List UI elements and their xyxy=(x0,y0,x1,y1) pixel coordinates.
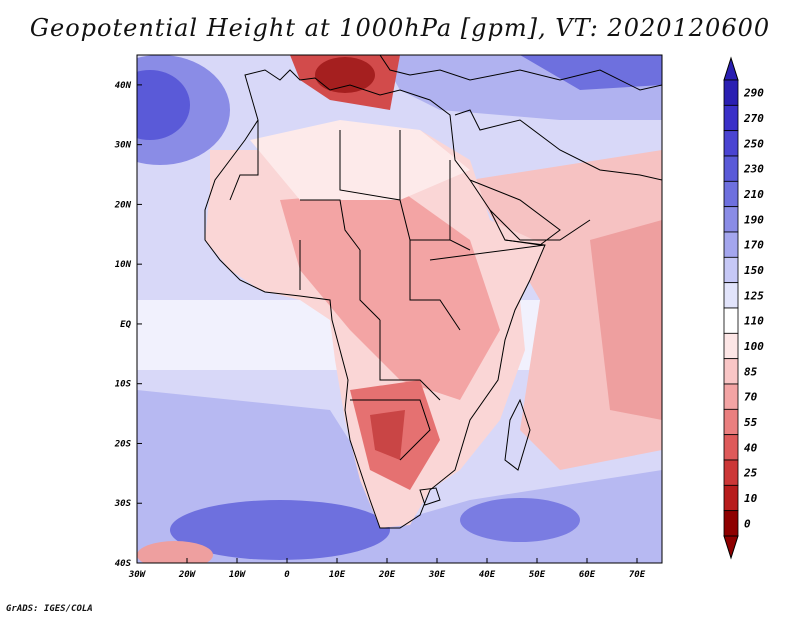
colorbar-label: 290 xyxy=(743,87,764,100)
colorbar-swatch xyxy=(723,282,739,309)
colorbar-swatch xyxy=(723,358,739,385)
south-indian-high-core xyxy=(460,498,580,542)
colorbar-label: 170 xyxy=(744,239,764,252)
lat-label: 40S xyxy=(115,559,132,569)
colorbar-swatch xyxy=(723,256,739,284)
lat-label: EQ xyxy=(120,320,131,330)
lon-label: 30E xyxy=(428,570,446,580)
south-west-low xyxy=(137,541,213,563)
atlantic-high-core xyxy=(137,70,190,140)
indian-ocean-core xyxy=(590,220,662,420)
colorbar-label: 55 xyxy=(744,416,758,429)
colorbar-label: 25 xyxy=(743,467,758,480)
eurasia-coastline xyxy=(379,55,662,91)
lon-label: 0 xyxy=(284,570,290,580)
lon-label: 30W xyxy=(128,570,147,580)
colorbar-label: 270 xyxy=(743,112,764,125)
colorbar: 2902702502302101901701501251101008570554… xyxy=(723,56,764,560)
lat-label: 10N xyxy=(115,260,132,270)
sahara-field xyxy=(250,120,470,200)
horn-of-africa-borders xyxy=(429,179,561,261)
lat-label: 30N xyxy=(114,141,132,151)
colorbar-swatch xyxy=(723,408,739,436)
colorbar-swatch xyxy=(723,155,739,182)
longitude-labels: 30W 20W 10W 0 10E 20E 30E 40E 50E 60E 70E xyxy=(128,570,646,580)
credit-label: GrADS: IGES/COLA xyxy=(6,604,93,614)
lesotho-border xyxy=(419,487,441,506)
colorbar-label: 125 xyxy=(744,289,764,302)
colorbar-swatch xyxy=(723,332,739,360)
lon-label: 10W xyxy=(229,570,247,580)
map-title: Geopotential Height at 1000hPa [gpm], VT… xyxy=(29,14,771,42)
colorbar-label: 70 xyxy=(744,391,758,404)
lon-label: 20W xyxy=(178,570,197,580)
colorbar-swatch xyxy=(723,206,739,233)
colorbar-swatch xyxy=(723,434,739,461)
map-frame xyxy=(136,54,663,564)
colorbar-label: 40 xyxy=(744,441,758,454)
height-field xyxy=(137,55,662,563)
colorbar-label: 110 xyxy=(744,315,764,328)
colorbar-swatch xyxy=(723,307,739,334)
central-africa-low xyxy=(280,190,500,400)
colorbar-label: 85 xyxy=(744,365,758,378)
colorbar-swatch xyxy=(723,383,739,410)
colorbar-label: 190 xyxy=(744,213,764,226)
colorbar-label: 250 xyxy=(743,137,764,150)
colorbar-label: 210 xyxy=(743,188,764,201)
colorbar-label: 100 xyxy=(744,340,764,353)
madagascar-coastline xyxy=(504,398,531,471)
colorbar-label: 0 xyxy=(744,517,751,530)
colorbar-swatch xyxy=(723,180,739,208)
country-borders xyxy=(229,120,471,461)
colorbar-swatch xyxy=(723,130,739,157)
lon-label: 10E xyxy=(329,570,346,580)
lat-label: 10S xyxy=(115,380,132,390)
lon-label: 70E xyxy=(629,570,646,580)
lon-label: 20E xyxy=(378,570,396,580)
latitude-ticks xyxy=(137,84,142,564)
colorbar-swatch xyxy=(723,79,739,106)
colorbar-swatch xyxy=(723,104,739,132)
colorbar-swatch xyxy=(723,459,739,486)
colorbar-bottom-arrow xyxy=(723,535,739,560)
latitude-labels: 40N 30N 20N 10N EQ 10S 20S 30S 40S xyxy=(114,81,132,569)
africa-coastline xyxy=(204,69,546,529)
colorbar-label: 10 xyxy=(744,492,758,505)
lon-label: 60E xyxy=(579,570,596,580)
lon-label: 50E xyxy=(529,570,546,580)
south-atlantic-high-core xyxy=(170,500,390,560)
lat-label: 20N xyxy=(114,200,132,210)
lon-label: 40E xyxy=(479,570,496,580)
lat-label: 30S xyxy=(114,499,132,509)
lat-label: 20S xyxy=(114,439,132,449)
south-africa-low-core xyxy=(370,410,405,460)
colorbar-swatch xyxy=(723,510,739,537)
colorbar-top-arrow xyxy=(723,56,739,81)
lat-label: 40N xyxy=(115,81,132,91)
colorbar-swatch xyxy=(723,484,739,512)
arabia-coastline xyxy=(454,109,662,241)
colorbar-swatch xyxy=(723,231,739,258)
colorbar-label: 230 xyxy=(743,163,764,176)
mediterranean-low-core xyxy=(315,57,375,93)
coastlines xyxy=(204,55,662,529)
longitude-ticks xyxy=(136,558,638,563)
colorbar-label: 150 xyxy=(744,264,764,277)
